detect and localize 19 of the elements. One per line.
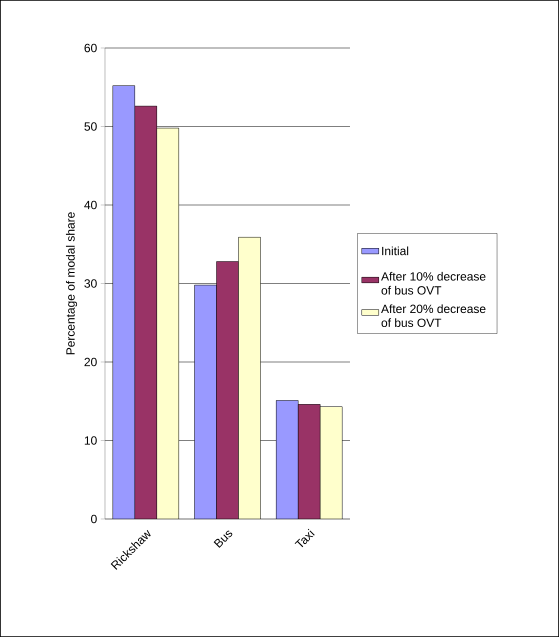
bar — [298, 404, 320, 519]
x-tick-label: Taxi — [294, 528, 315, 548]
bar — [238, 236, 261, 519]
y-tick-label: 0 — [91, 514, 97, 524]
y-tick-label: 50 — [84, 122, 97, 131]
legend-label: After 10% decrease of bus OVT — [381, 272, 486, 295]
y-tick-label: 20 — [84, 358, 97, 366]
legend-label: After 20% decrease of bus OVT — [381, 304, 486, 328]
y-axis-title: Percentage of modal share — [66, 212, 78, 354]
y-tick-label: 40 — [84, 200, 97, 210]
bar — [216, 261, 239, 519]
y-tick-label: 30 — [84, 279, 97, 288]
bar — [134, 106, 158, 519]
x-tick-label: Bus — [214, 530, 232, 548]
legend-label: Initial — [382, 246, 408, 256]
bar — [320, 406, 342, 519]
y-tick-label: 60 — [84, 44, 97, 52]
bar — [156, 128, 180, 519]
y-tick-label: 10 — [84, 436, 97, 445]
